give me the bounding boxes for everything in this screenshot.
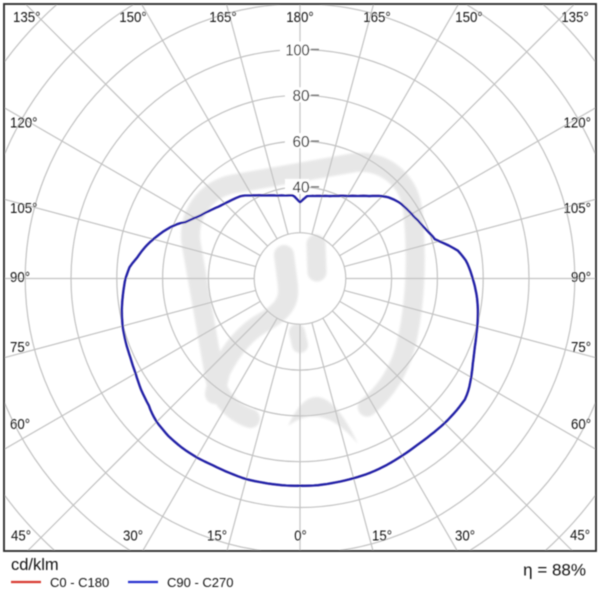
svg-text:165°: 165° (363, 9, 391, 26)
svg-text:C0 - C180: C0 - C180 (50, 575, 109, 590)
svg-text:cd/klm: cd/klm (11, 556, 59, 574)
svg-text:75°: 75° (10, 339, 30, 356)
svg-text:60°: 60° (10, 416, 30, 433)
svg-text:105°: 105° (564, 200, 592, 217)
svg-text:90°: 90° (10, 269, 30, 286)
svg-text:135°: 135° (561, 9, 589, 26)
svg-text:0°: 0° (294, 528, 307, 545)
svg-text:75°: 75° (571, 339, 591, 356)
svg-text:180°: 180° (286, 9, 314, 26)
svg-text:150°: 150° (119, 9, 147, 26)
svg-text:135°: 135° (13, 9, 41, 26)
svg-text:15°: 15° (372, 528, 392, 545)
svg-text:η = 88%: η = 88% (523, 561, 586, 580)
svg-text:C90 - C270: C90 - C270 (167, 575, 233, 590)
svg-text:45°: 45° (11, 528, 31, 545)
svg-text:120°: 120° (10, 115, 38, 132)
svg-text:30°: 30° (455, 528, 475, 545)
svg-text:100: 100 (286, 42, 310, 59)
svg-text:15°: 15° (207, 528, 227, 545)
svg-text:120°: 120° (564, 115, 592, 132)
svg-text:90°: 90° (571, 269, 591, 286)
svg-text:80: 80 (293, 88, 310, 105)
svg-text:150°: 150° (455, 9, 483, 26)
svg-text:40: 40 (293, 180, 310, 197)
svg-text:165°: 165° (209, 9, 237, 26)
svg-text:60: 60 (293, 134, 310, 151)
svg-text:45°: 45° (570, 527, 590, 544)
svg-text:30°: 30° (123, 528, 143, 545)
svg-text:105°: 105° (10, 200, 38, 217)
svg-text:60°: 60° (571, 416, 591, 433)
